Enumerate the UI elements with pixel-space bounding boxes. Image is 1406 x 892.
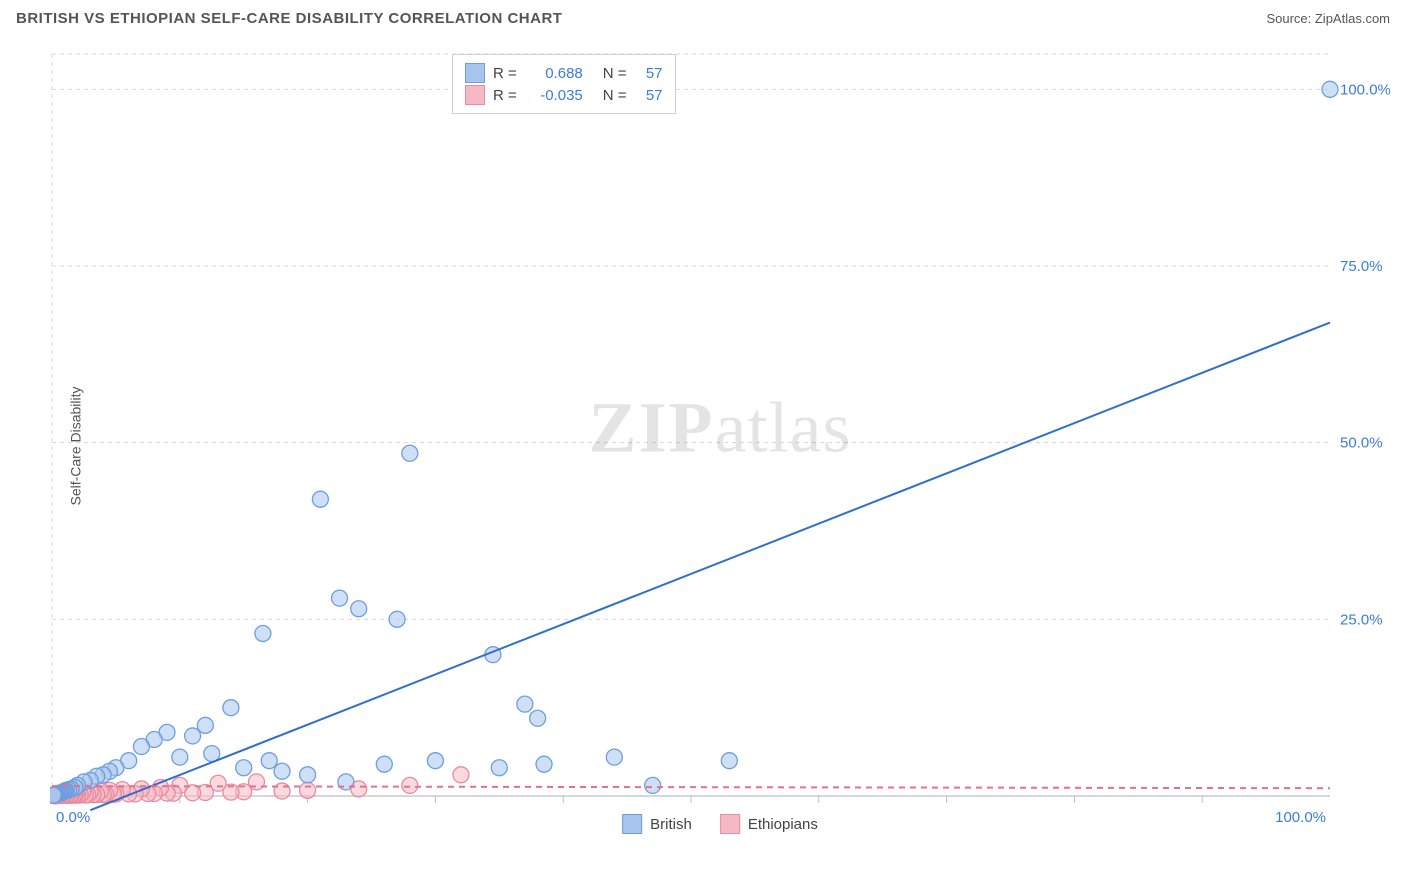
scatter-plot-svg: 25.0% 50.0% 75.0% 100.0% 0.0% 100.0% [50,48,1390,840]
legend: British Ethiopians [622,814,818,834]
svg-text:25.0%: 25.0% [1340,611,1383,628]
legend-swatch-icon [720,814,740,834]
legend-label: Ethiopians [748,816,818,833]
legend-item: Ethiopians [720,814,818,834]
r-value: 0.688 [525,65,583,82]
svg-text:0.0%: 0.0% [56,809,90,826]
legend-swatch-icon [622,814,642,834]
legend-label: British [650,816,692,833]
legend-item: British [622,814,692,834]
n-label: N = [603,65,627,82]
stats-legend-box: R = 0.688 N = 57 R = -0.035 N = 57 [452,54,676,114]
chart-title: BRITISH VS ETHIOPIAN SELF-CARE DISABILIT… [16,10,562,27]
svg-text:50.0%: 50.0% [1340,435,1383,452]
svg-text:100.0%: 100.0% [1340,81,1390,98]
source-label: Source: ZipAtlas.com [1266,11,1390,26]
series-swatch-icon [465,85,485,105]
n-value: 57 [635,87,663,104]
n-label: N = [603,87,627,104]
svg-text:75.0%: 75.0% [1340,258,1383,275]
n-value: 57 [635,65,663,82]
chart-area: 25.0%50.0%75.0%100.0%0.0%100.0% ZIPatlas… [50,48,1390,840]
stats-row: R = 0.688 N = 57 [465,63,663,83]
r-label: R = [493,87,517,104]
stats-row: R = -0.035 N = 57 [465,85,663,105]
series-swatch-icon [465,63,485,83]
svg-text:100.0%: 100.0% [1275,809,1326,826]
r-value: -0.035 [525,87,583,104]
r-label: R = [493,65,517,82]
